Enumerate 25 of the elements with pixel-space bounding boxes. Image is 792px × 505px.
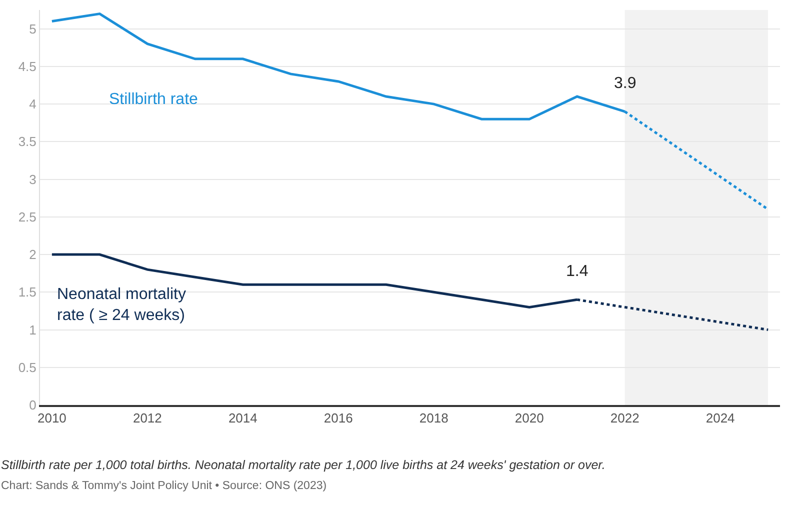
y-tick-label: 2.5: [18, 209, 36, 224]
x-tick-label: 2022: [610, 410, 640, 426]
x-tick-label: 2012: [132, 410, 162, 426]
y-tick-label: 3.5: [18, 134, 36, 150]
y-tick-label: 1.5: [18, 284, 36, 300]
series-label: Neonatal mortality rate ( ≥ 24 weeks): [57, 286, 186, 324]
x-tick-label: 2020: [514, 410, 544, 426]
annotation: 1.4: [566, 263, 588, 280]
y-tick-label: 2: [29, 247, 36, 262]
y-tick-label: 0.5: [18, 360, 36, 375]
x-tick-label: 2018: [419, 410, 448, 426]
y-tick-label: 5: [29, 21, 36, 36]
y-tick-label: 3: [29, 172, 36, 187]
text: Stillbirth rate per 1,000 total births. Neonatal mortality rate per 1,000 live births at 24 weeks' gestation or over.: [1, 458, 606, 472]
x-tick-label: 2014: [228, 410, 258, 426]
y-tick-label: 4: [29, 96, 36, 112]
x-tick-label: 2016: [324, 410, 353, 426]
y-tick-label: 4.5: [18, 58, 36, 74]
y-tick-label: 1: [29, 322, 36, 338]
annotation: 3.9: [614, 75, 636, 92]
text: Chart: Sands & Tommy's Joint Policy Unit • Source: ONS (2023): [1, 480, 327, 492]
y-tick-label: 0: [29, 398, 36, 413]
text: Stillbirth rate: [109, 91, 198, 108]
x-tick-label: 2024: [706, 410, 735, 426]
x-tick-label: 2010: [37, 410, 66, 426]
